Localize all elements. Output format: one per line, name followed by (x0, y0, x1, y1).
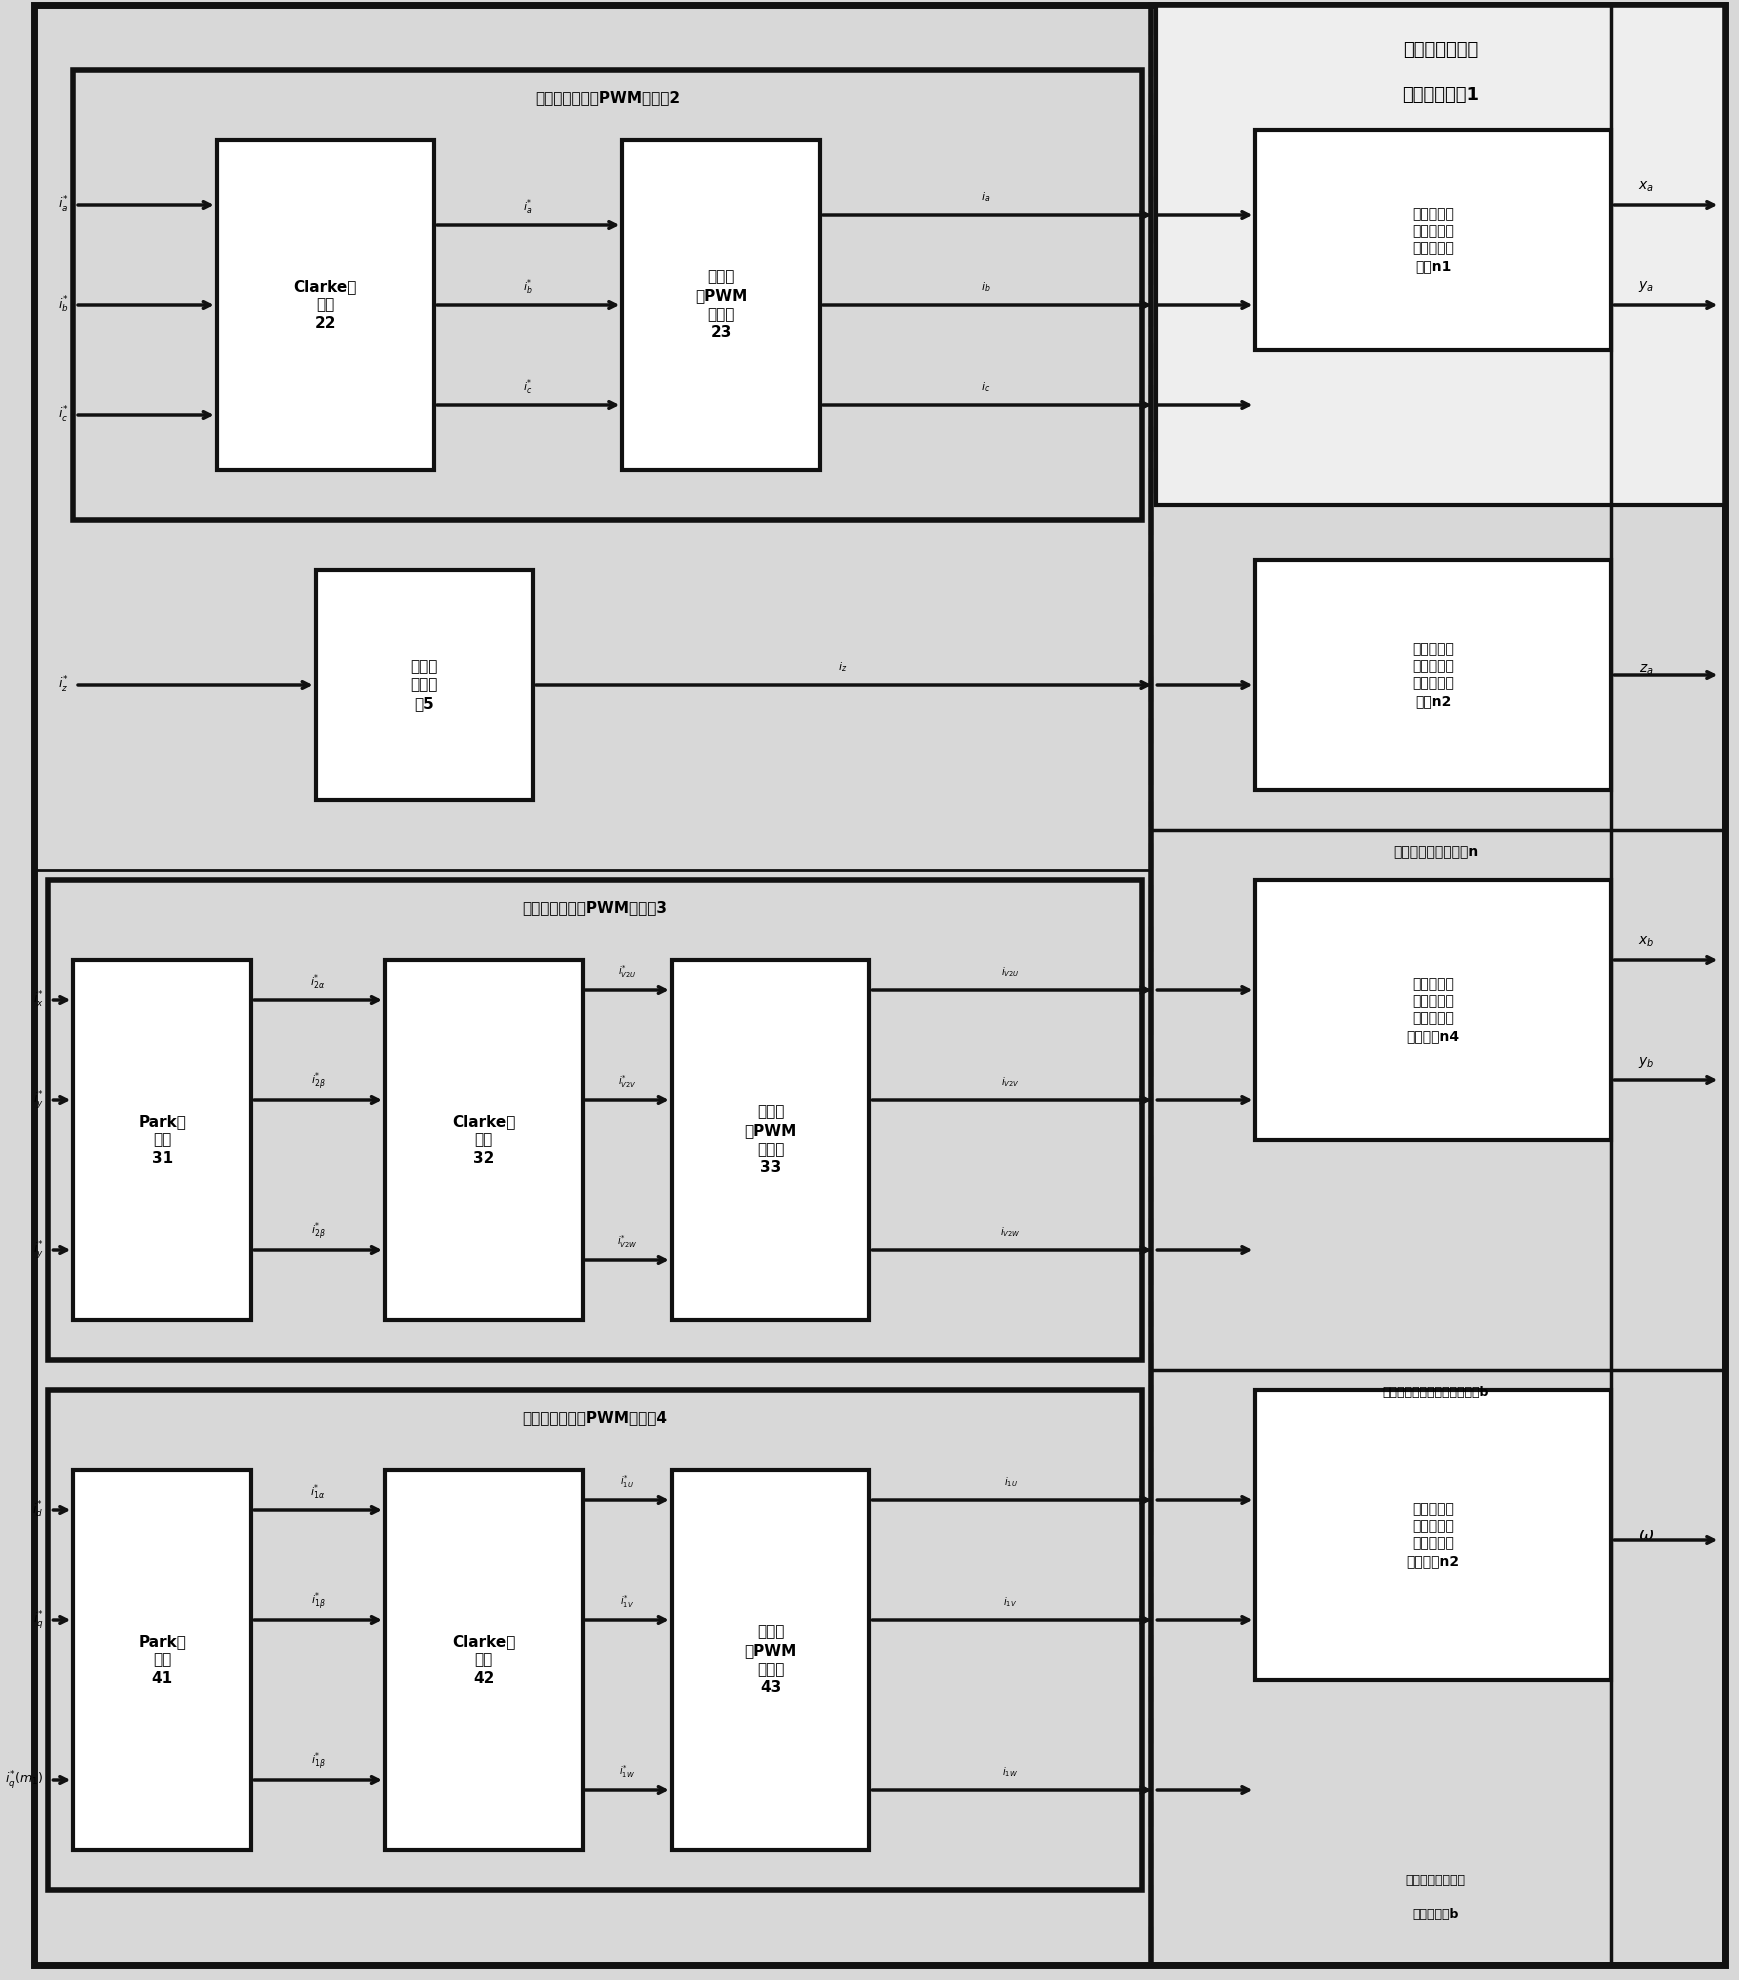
Text: $i_{2β}^{*}$: $i_{2β}^{*}$ (311, 1071, 325, 1093)
Bar (1156, 6, 1725, 505)
Text: 扩展的电流源环PWM逆变器2: 扩展的电流源环PWM逆变器2 (536, 91, 680, 105)
Text: $i_{1α}^{*}$: $i_{1α}^{*}$ (311, 1483, 325, 1501)
Text: $i_c$: $i_c$ (981, 380, 989, 394)
Text: $i_a$: $i_a$ (981, 190, 991, 204)
Text: Clarke变
换器
22: Clarke变 换器 22 (294, 279, 356, 331)
Text: 三自由度主动磁轴承n: 三自由度主动磁轴承n (1393, 845, 1478, 859)
Text: 步磁阻电机b: 步磁阻电机b (1412, 1909, 1459, 1921)
Bar (73, 69, 1141, 521)
Text: $i_{V2W}^{*}$: $i_{V2W}^{*}$ (617, 1234, 638, 1251)
Text: $i_{V2U}$: $i_{V2U}$ (1002, 964, 1019, 978)
Text: $i_{2α}^{*}$: $i_{2α}^{*}$ (311, 972, 325, 992)
Text: Park变
换器
41: Park变 换器 41 (139, 1634, 186, 1687)
Text: $i_{V2W}$: $i_{V2W}$ (1000, 1226, 1021, 1239)
Text: 二自由度无
磁束同步磁
阻电机磁浮
力子系统n2: 二自由度无 磁束同步磁 阻电机磁浮 力子系统n2 (1407, 1503, 1461, 1568)
Text: $y_b$: $y_b$ (1638, 1055, 1654, 1069)
Text: $i_{1β}^{*}$: $i_{1β}^{*}$ (311, 1750, 325, 1774)
Text: $i_{1U}^{*}$: $i_{1U}^{*}$ (621, 1473, 635, 1491)
Text: 三自由度主
动磁轴承径
向磁浮力子
系统n1: 三自由度主 动磁轴承径 向磁浮力子 系统n1 (1412, 208, 1454, 273)
Bar (1151, 6, 1725, 1964)
Text: $i_{V2U}^{*}$: $i_{V2U}^{*}$ (617, 964, 636, 980)
Bar (315, 570, 534, 800)
Bar (623, 141, 821, 469)
Text: $i_{1W}^{*}$: $i_{1W}^{*}$ (619, 1764, 635, 1780)
Text: $i_{1V}$: $i_{1V}$ (1003, 1596, 1017, 1610)
Text: $i_{1U}$: $i_{1U}$ (1003, 1475, 1017, 1489)
Text: $i_c^{*}$: $i_c^{*}$ (523, 378, 532, 396)
Text: 二自由度元磁束同步磁阻电机b: 二自由度元磁束同步磁阻电机b (1383, 1386, 1489, 1398)
Text: $i_{1β}^{*}$: $i_{1β}^{*}$ (311, 1590, 325, 1614)
Text: Clarke变
换器
32: Clarke变 换器 32 (452, 1115, 515, 1166)
Text: $y_a$: $y_a$ (1638, 279, 1654, 295)
Text: $i_{b}^{*}$: $i_{b}^{*}$ (57, 295, 68, 315)
Text: $i_{a}^{*}$: $i_{a}^{*}$ (57, 194, 68, 216)
Bar (217, 141, 435, 469)
Text: $i_{1W}$: $i_{1W}$ (1002, 1764, 1019, 1778)
Text: $i_{2β}^{*}$: $i_{2β}^{*}$ (311, 1222, 325, 1243)
Text: $i_{V2V}^{*}$: $i_{V2V}^{*}$ (617, 1073, 636, 1091)
Text: 二自由度无磁束同: 二自由度无磁束同 (1405, 1873, 1466, 1887)
Text: $\omega$: $\omega$ (1638, 1527, 1654, 1544)
Text: 二自由度主
磁束同步磁
阻电机磁浮
力子系统n4: 二自由度主 磁束同步磁 阻电机磁浮 力子系统n4 (1407, 976, 1461, 1043)
Text: $i_{x}^{*}$: $i_{x}^{*}$ (33, 990, 43, 1010)
Text: $i_d^{*}$: $i_d^{*}$ (33, 1501, 43, 1521)
Bar (671, 960, 870, 1321)
Text: Clarke变
换器
42: Clarke变 换器 42 (452, 1634, 515, 1687)
Text: 电流源
环PWM
逆变器
43: 电流源 环PWM 逆变器 43 (744, 1626, 796, 1695)
Bar (1256, 131, 1612, 350)
Text: 开关功
率放大
器5: 开关功 率放大 器5 (410, 659, 438, 711)
Text: $x_b$: $x_b$ (1638, 935, 1654, 948)
Text: $z_a$: $z_a$ (1638, 663, 1654, 677)
Text: $i_b^{*}$: $i_b^{*}$ (523, 277, 534, 297)
Text: $i_{V2V}$: $i_{V2V}$ (1002, 1075, 1019, 1089)
Text: $i_z^{*}$: $i_z^{*}$ (57, 675, 68, 695)
Bar (73, 960, 250, 1321)
Text: $i_{c}^{*}$: $i_{c}^{*}$ (57, 406, 68, 426)
Text: 电流源
环PWM
逆变器
23: 电流源 环PWM 逆变器 23 (696, 269, 748, 341)
Text: $i_z$: $i_z$ (838, 659, 847, 673)
Bar (384, 960, 583, 1321)
Bar (384, 1469, 583, 1849)
Text: $i_a^{*}$: $i_a^{*}$ (523, 198, 532, 216)
Text: 五自由度无轴承: 五自由度无轴承 (1403, 42, 1478, 59)
Bar (1256, 879, 1612, 1140)
Bar (73, 1469, 250, 1849)
Text: $i_{y}^{*}$: $i_{y}^{*}$ (33, 1089, 43, 1111)
Text: 扩展的电流源环PWM逆变器4: 扩展的电流源环PWM逆变器4 (522, 1410, 668, 1426)
Bar (1256, 560, 1612, 790)
Text: $i_b$: $i_b$ (981, 279, 991, 293)
Text: 扩展的电流源环PWM逆变器3: 扩展的电流源环PWM逆变器3 (522, 901, 668, 915)
Text: 电流源
环PWM
逆变器
33: 电流源 环PWM 逆变器 33 (744, 1105, 796, 1176)
Text: $x_a$: $x_a$ (1638, 180, 1654, 194)
Text: 三自由度主
动磁轴承轴
向磁浮力子
系统n2: 三自由度主 动磁轴承轴 向磁浮力子 系统n2 (1412, 642, 1454, 709)
Text: Park变
换器
31: Park变 换器 31 (139, 1115, 186, 1166)
Bar (49, 879, 1141, 1360)
Text: 步进磁阻电机1: 步进磁阻电机1 (1402, 85, 1480, 105)
Text: $i_{1V}^{*}$: $i_{1V}^{*}$ (621, 1594, 635, 1610)
Text: $i_q^{*}(m_1)$: $i_q^{*}(m_1)$ (5, 1768, 43, 1792)
Text: $i_q^{*}$: $i_q^{*}$ (33, 1610, 43, 1632)
Text: $i_{y}^{*}$: $i_{y}^{*}$ (33, 1239, 43, 1261)
Bar (1256, 1390, 1612, 1679)
Bar (49, 1390, 1141, 1891)
Bar (671, 1469, 870, 1849)
